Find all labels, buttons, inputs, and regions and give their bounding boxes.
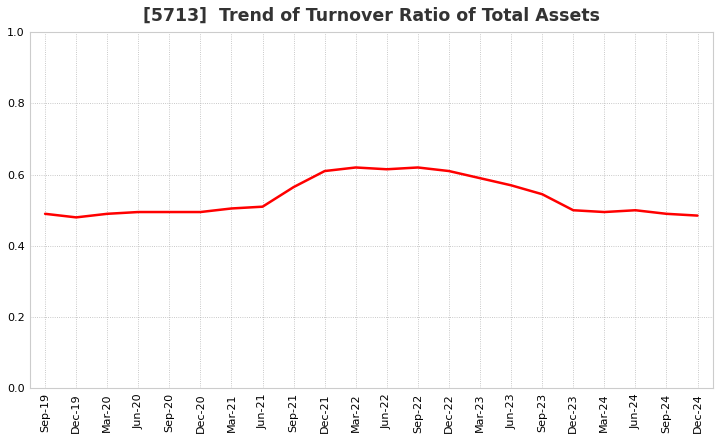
Title: [5713]  Trend of Turnover Ratio of Total Assets: [5713] Trend of Turnover Ratio of Total … <box>143 7 600 25</box>
